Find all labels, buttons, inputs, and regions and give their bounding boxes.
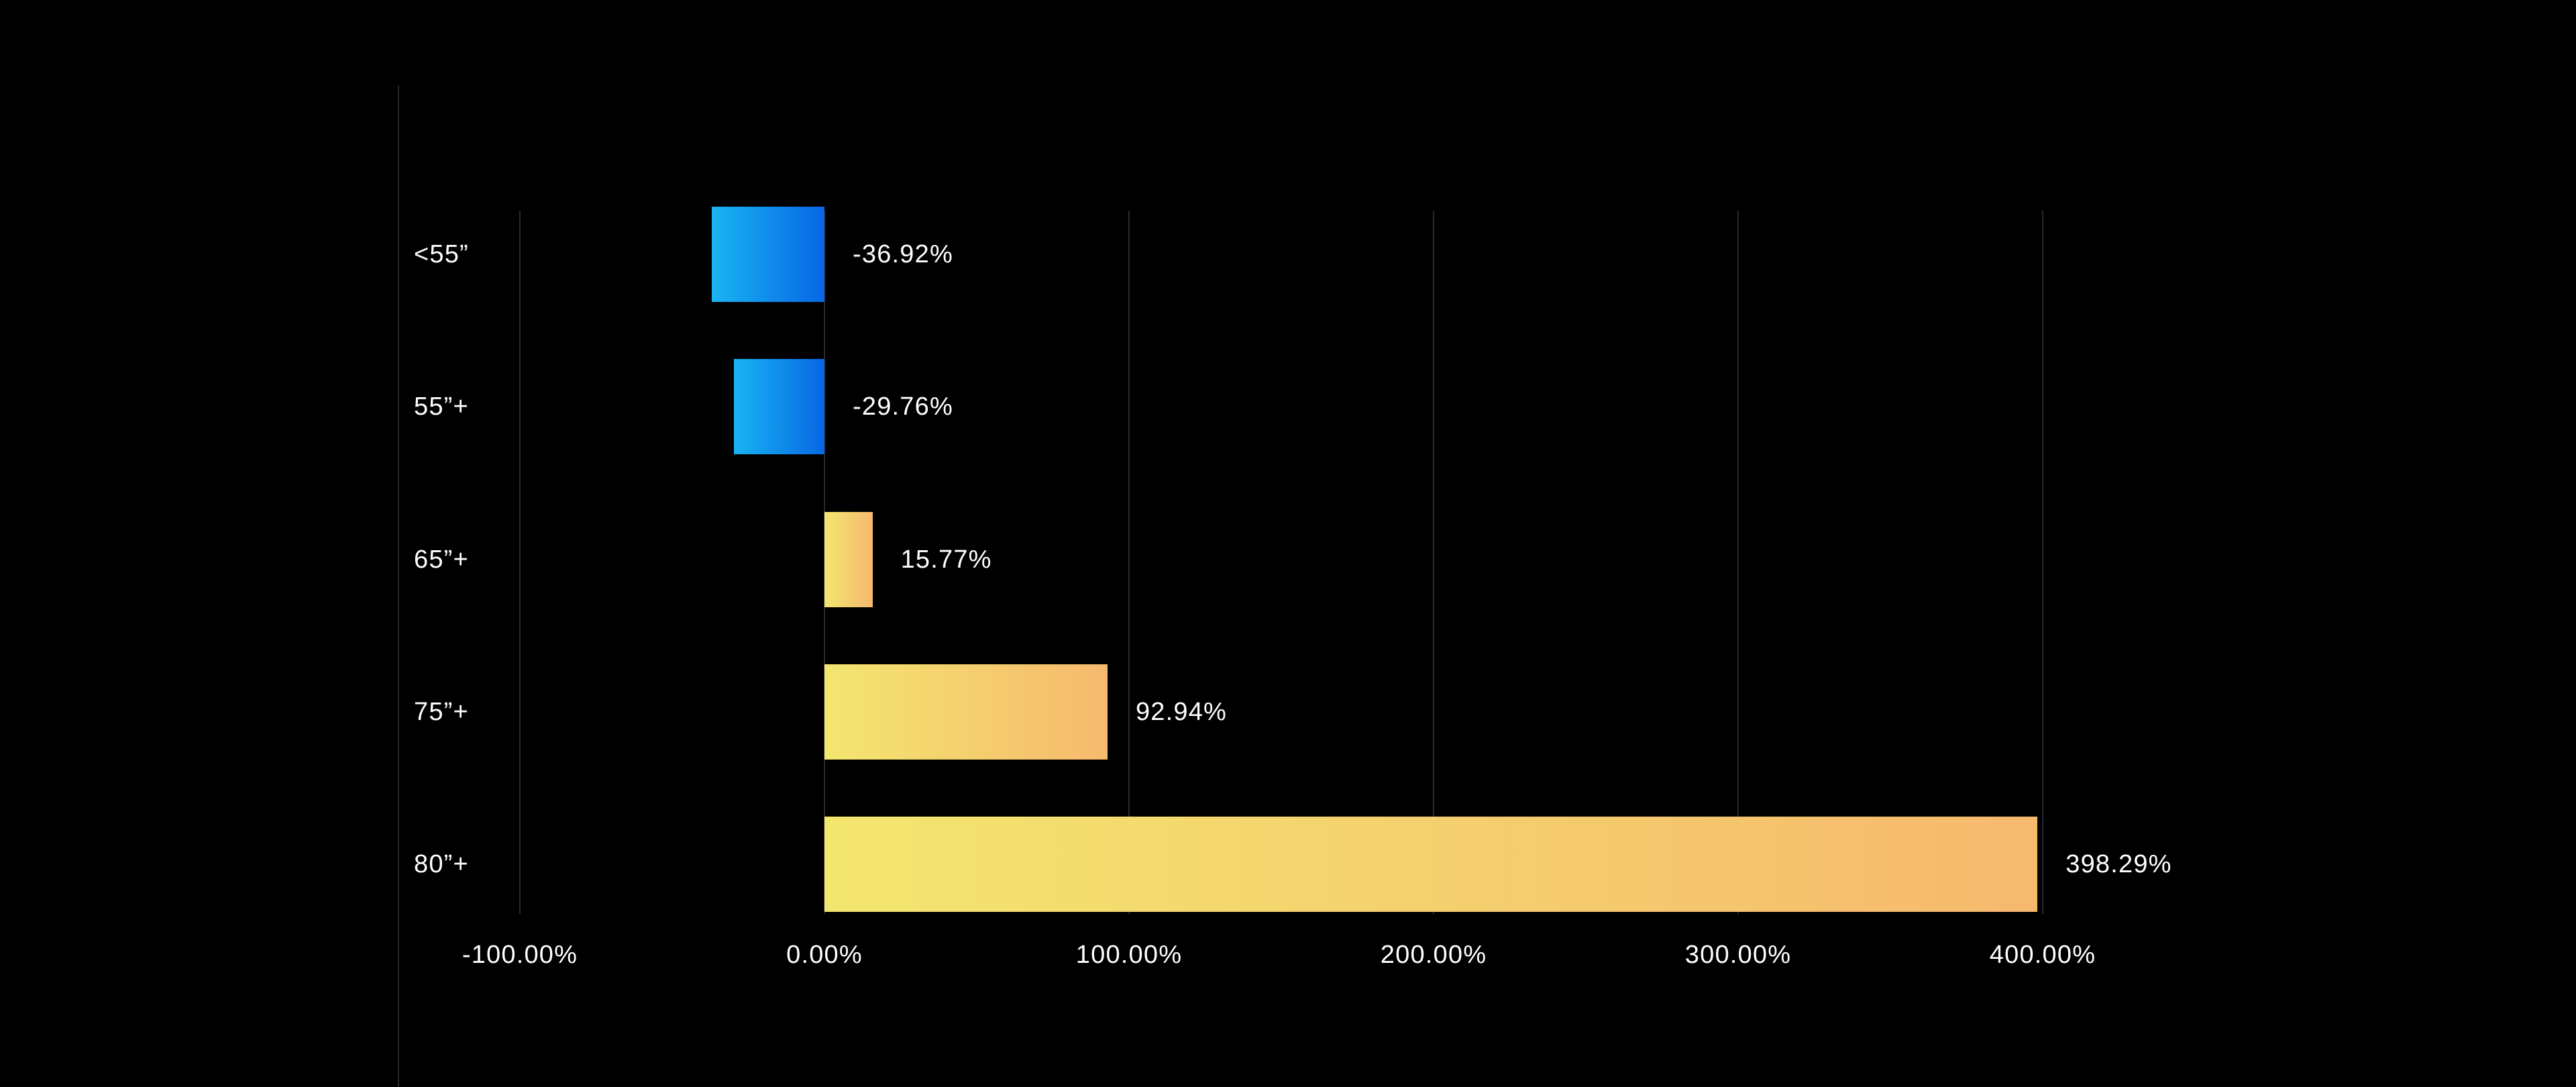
chart-bar	[824, 817, 2038, 913]
x-axis-tick-label: 0.00%	[786, 941, 863, 969]
x-axis-tick-label: -100.00%	[462, 941, 578, 969]
gridline	[519, 211, 521, 914]
category-label: 75”+	[414, 697, 469, 726]
x-axis-tick-label: 300.00%	[1684, 941, 1792, 969]
gridline	[1737, 211, 1739, 914]
category-label: 80”+	[414, 850, 469, 879]
chart-bar	[712, 206, 824, 302]
gridline	[2042, 211, 2043, 914]
x-axis-tick-label: 200.00%	[1380, 941, 1487, 969]
category-label: 65”+	[414, 545, 469, 574]
x-axis-tick-label: 100.00%	[1075, 941, 1183, 969]
chart-bar	[824, 664, 1108, 760]
value-label: -29.76%	[853, 393, 953, 421]
value-label: 398.29%	[2065, 850, 2172, 879]
chart-bar	[733, 359, 824, 455]
gridline	[1433, 211, 1434, 914]
x-axis-tick-label: 400.00%	[1989, 941, 2096, 969]
value-label: 92.94%	[1135, 697, 1228, 726]
left-divider-line	[398, 86, 399, 1087]
value-label: -36.92%	[853, 240, 953, 268]
gridline	[1128, 211, 1130, 914]
category-label: 55”+	[414, 393, 469, 421]
category-label: <55”	[414, 240, 469, 268]
value-label: 15.77%	[900, 545, 992, 574]
chart-bar	[824, 511, 873, 607]
